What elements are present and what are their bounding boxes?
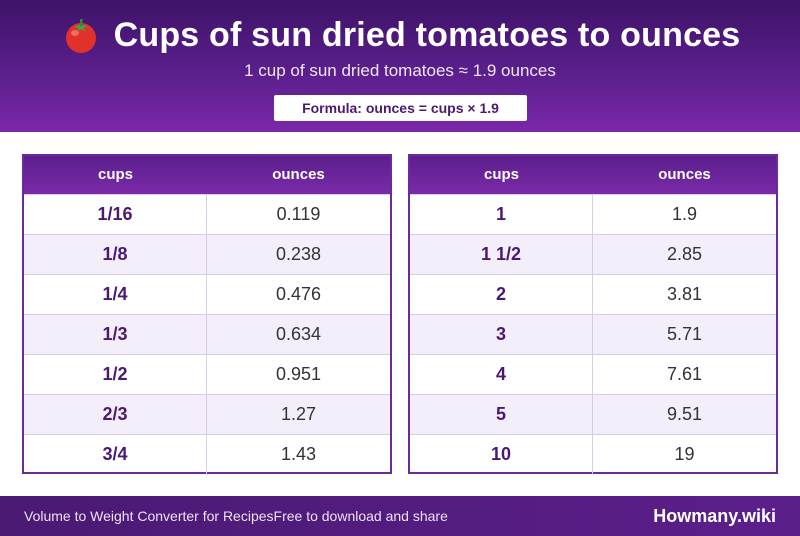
cups-cell: 1/16 <box>24 195 207 234</box>
cups-cell: 4 <box>410 355 593 394</box>
table-row: 1/2 0.951 <box>24 354 390 394</box>
brand-logo-text[interactable]: Howmany.wiki <box>653 506 776 526</box>
cups-cell: 1/3 <box>24 315 207 354</box>
table-row: 1/16 0.119 <box>24 194 390 234</box>
ounces-cell: 0.119 <box>276 204 321 224</box>
conversion-table-left: cups ounces 1/16 0.119 1/8 0.238 1/4 0.4… <box>22 154 392 474</box>
cups-cell: 1/2 <box>24 355 207 394</box>
footer-middle-text: Free to download and share <box>273 508 448 524</box>
tomato-icon <box>65 19 96 53</box>
ounces-cell: 0.238 <box>275 244 322 264</box>
cups-cell: 1/8 <box>24 235 207 274</box>
table-row: 1/3 0.634 <box>24 314 390 354</box>
footer-caption: Volume to Weight Converter for RecipesFr… <box>24 496 448 536</box>
cups-cell: 10 <box>410 435 593 474</box>
header-banner: Cups of sun dried tomatoes to ounces 1 c… <box>0 0 800 132</box>
ounces-cell: 9.51 <box>666 404 703 424</box>
table-row: 3/4 1.43 <box>24 434 390 474</box>
cups-cell: 5 <box>410 395 593 434</box>
column-header-ounces: ounces <box>272 166 325 183</box>
ounces-cell: 3.81 <box>666 284 703 304</box>
ounces-cell: 5.71 <box>666 324 703 344</box>
page-subtitle: 1 cup of sun dried tomatoes ≈ 1.9 ounces <box>244 61 556 80</box>
footer-left-text: Volume to Weight Converter for Recipes <box>24 508 274 524</box>
footer-bar: Volume to Weight Converter for RecipesFr… <box>0 496 800 536</box>
ounces-cell: 2.85 <box>666 244 703 264</box>
table-row: 1/4 0.476 <box>24 274 390 314</box>
conversion-table-right: cups ounces 1 1.9 1 1/2 2.85 2 3.81 3 5.… <box>408 154 778 474</box>
cups-cell: 1 1/2 <box>410 235 593 274</box>
table-row: 1 1.9 <box>410 194 776 234</box>
table-header: cups ounces <box>24 156 390 194</box>
cups-cell: 2 <box>410 275 593 314</box>
ounces-cell: 0.951 <box>275 364 322 384</box>
ounces-cell: 7.61 <box>666 364 703 384</box>
table-header: cups ounces <box>410 156 776 194</box>
formula-badge: Formula: ounces = cups × 1.9 <box>274 95 527 121</box>
cups-cell: 1 <box>410 195 593 234</box>
ounces-cell: 1.43 <box>280 444 317 464</box>
ounces-cell: 1.9 <box>671 204 698 224</box>
column-header-cups: cups <box>97 166 133 183</box>
ounces-cell: 0.634 <box>275 324 322 344</box>
table-row: 3 5.71 <box>410 314 776 354</box>
table-row: 4 7.61 <box>410 354 776 394</box>
cups-cell: 3/4 <box>24 435 207 474</box>
ounces-cell: 19 <box>674 444 695 464</box>
cups-cell: 3 <box>410 315 593 354</box>
ounces-cell: 0.476 <box>275 284 322 304</box>
page-title: Cups of sun dried tomatoes to ounces <box>113 15 741 54</box>
column-header-cups: cups <box>483 166 519 183</box>
table-row: 1 1/2 2.85 <box>410 234 776 274</box>
cups-cell: 2/3 <box>24 395 207 434</box>
cups-cell: 1/4 <box>24 275 207 314</box>
table-row: 5 9.51 <box>410 394 776 434</box>
table-row: 2/3 1.27 <box>24 394 390 434</box>
table-row: 10 19 <box>410 434 776 474</box>
table-row: 1/8 0.238 <box>24 234 390 274</box>
ounces-cell: 1.27 <box>280 404 317 424</box>
table-row: 2 3.81 <box>410 274 776 314</box>
column-header-ounces: ounces <box>658 166 711 183</box>
title-row: Cups of sun dried tomatoes to ounces <box>0 14 800 56</box>
